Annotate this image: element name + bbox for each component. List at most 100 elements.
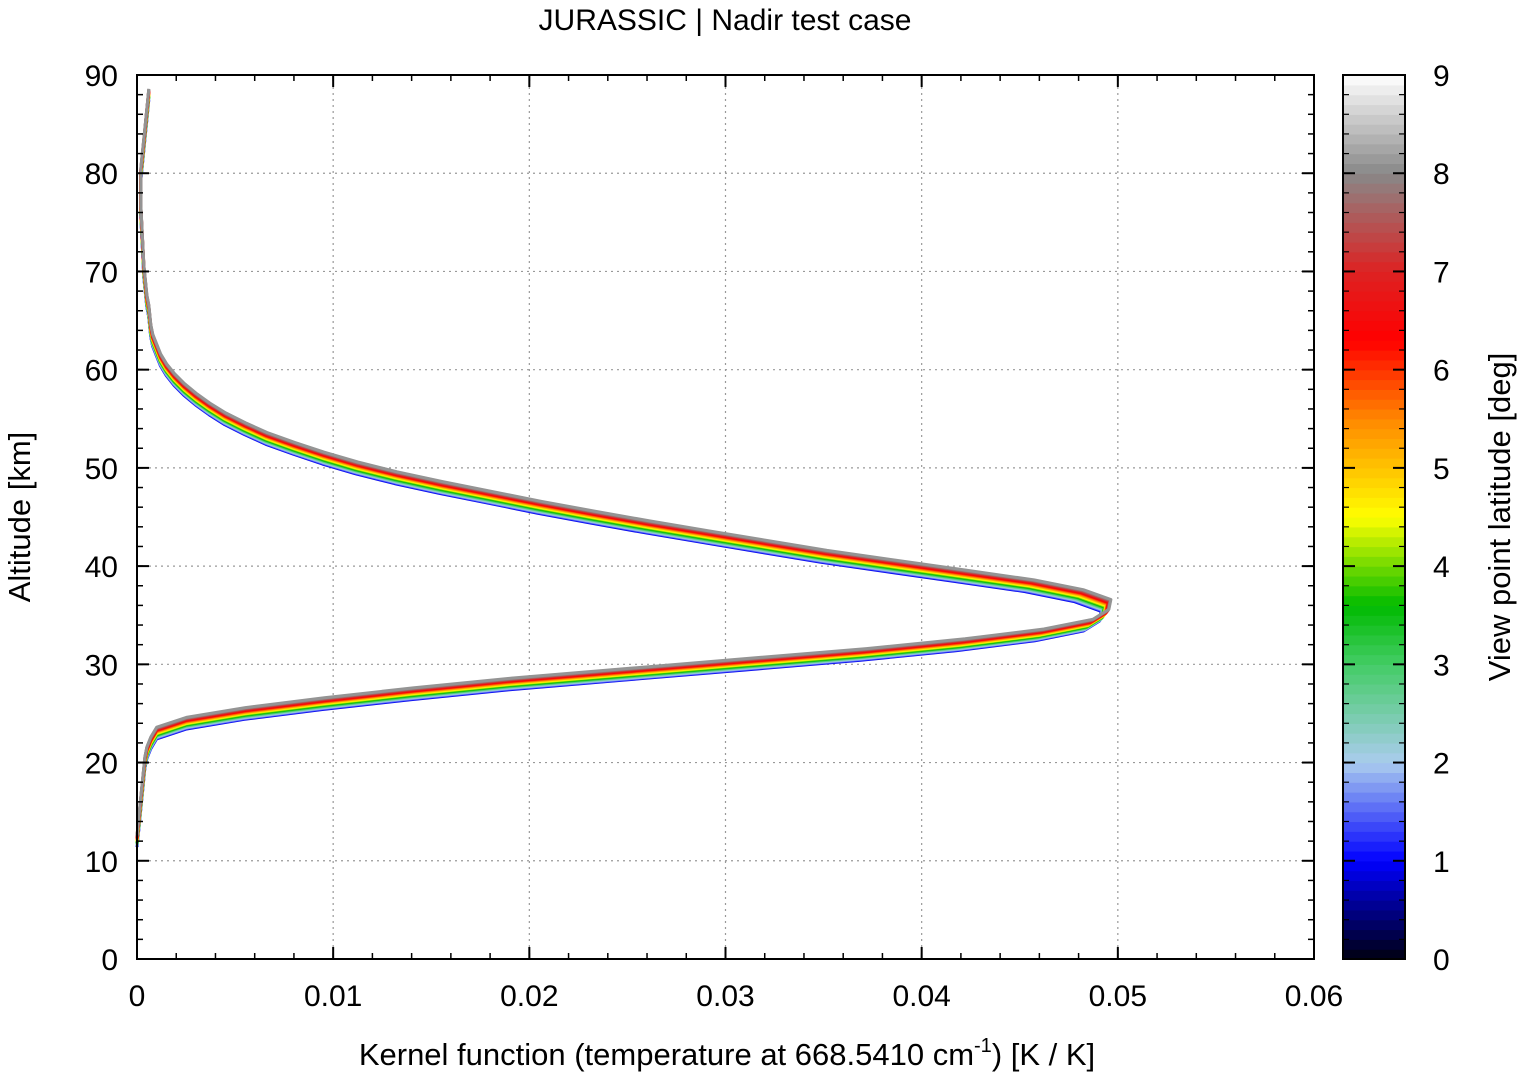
series-line — [135, 100, 1103, 848]
colorbar-band — [1343, 674, 1405, 685]
series-line — [135, 89, 1112, 837]
colorbar-band — [1343, 782, 1405, 793]
colorbar-band — [1343, 615, 1405, 626]
colorbar-band — [1343, 772, 1405, 783]
colorbar-label: View point latitude [deg] — [1482, 353, 1517, 682]
chart-title: JURASSIC | Nadir test case — [539, 4, 912, 37]
colorbar-band — [1343, 644, 1405, 656]
series-group — [135, 88, 1113, 848]
colorbar-frame — [1342, 74, 1406, 960]
colorbar-band — [1343, 379, 1405, 390]
x-tick-labels: 0 0.01 0.02 0.03 0.04 0.05 0.06 — [129, 980, 1344, 1013]
series-line — [135, 91, 1110, 839]
colorbar-band — [1343, 271, 1405, 282]
colorbar-band — [1343, 369, 1405, 381]
colorbar-band — [1343, 448, 1405, 459]
colorbar-band — [1343, 281, 1405, 292]
colorbar-band — [1343, 428, 1405, 440]
y-tick-label: 0 — [101, 944, 118, 977]
series-line — [135, 88, 1113, 836]
colorbar-band — [1343, 183, 1405, 194]
colorbar-band — [1343, 870, 1405, 882]
colorbar-band — [1343, 762, 1405, 773]
colorbar-band — [1343, 487, 1405, 498]
y-tick-label: 50 — [85, 453, 118, 486]
colorbar-band — [1343, 438, 1405, 449]
series-line — [135, 96, 1106, 844]
colorbar-band — [1343, 75, 1405, 86]
colorbar-ticks — [1343, 74, 1405, 960]
colorbar-band — [1343, 566, 1405, 577]
colorbar — [1343, 75, 1405, 960]
grid-lines — [137, 75, 1314, 959]
series-line — [135, 93, 1109, 841]
colorbar-band — [1343, 517, 1405, 528]
colorbar-band — [1343, 330, 1405, 341]
colorbar-band — [1343, 919, 1405, 931]
y-tick-label: 20 — [85, 748, 118, 781]
colorbar-band — [1343, 556, 1405, 567]
series-line — [135, 98, 1104, 846]
colorbar-band — [1343, 723, 1405, 734]
y-tick-label: 30 — [85, 649, 118, 682]
colorbar-band — [1343, 546, 1405, 557]
series-line — [135, 90, 1111, 838]
y-tick-label: 70 — [85, 256, 118, 289]
x-tick-label: 0.02 — [500, 980, 558, 1013]
colorbar-band — [1343, 909, 1405, 921]
colorbar-tick-label: 0 — [1433, 944, 1450, 977]
colorbar-band — [1343, 939, 1405, 950]
colorbar-band — [1343, 575, 1405, 587]
colorbar-band — [1343, 654, 1405, 665]
colorbar-band — [1343, 949, 1405, 960]
colorbar-band — [1343, 713, 1405, 724]
y-tick-label: 60 — [85, 355, 118, 388]
x-tick-label: 0.01 — [304, 980, 362, 1013]
colorbar-band — [1343, 821, 1405, 832]
colorbar-band — [1343, 173, 1405, 184]
y-tick-label: 40 — [85, 551, 118, 584]
series-line — [135, 90, 1112, 837]
colorbar-band — [1343, 526, 1405, 538]
colorbar-band — [1343, 222, 1405, 233]
series-line — [135, 99, 1104, 847]
colorbar-tick-label: 6 — [1433, 355, 1450, 388]
colorbar-band — [1343, 261, 1405, 273]
colorbar-band — [1343, 634, 1405, 646]
colorbar-band — [1343, 733, 1405, 744]
colorbar-tick-label: 3 — [1433, 649, 1450, 682]
series-line — [135, 92, 1110, 839]
colorbar-band — [1343, 350, 1405, 361]
colorbar-band — [1343, 104, 1405, 115]
colorbar-band — [1343, 742, 1405, 754]
axis-ticks — [136, 74, 1315, 960]
colorbar-band — [1343, 801, 1405, 813]
colorbar-band — [1343, 585, 1405, 597]
colorbar-tick-label: 1 — [1433, 846, 1450, 879]
colorbar-band — [1343, 212, 1405, 223]
colorbar-band — [1343, 477, 1405, 489]
colorbar-band — [1343, 232, 1405, 243]
colorbar-band — [1343, 929, 1405, 940]
colorbar-tick-label: 8 — [1433, 158, 1450, 191]
colorbar-band — [1343, 310, 1405, 322]
colorbar-band — [1343, 507, 1405, 518]
colorbar-band — [1343, 94, 1405, 106]
series-line — [135, 95, 1107, 843]
colorbar-tick-labels: 0 1 2 3 4 5 6 7 8 9 — [1433, 60, 1450, 977]
colorbar-band — [1343, 124, 1405, 135]
colorbar-band — [1343, 792, 1405, 803]
x-tick-label: 0 — [129, 980, 146, 1013]
series-line — [135, 99, 1104, 847]
colorbar-band — [1343, 291, 1405, 302]
y-tick-label: 10 — [85, 846, 118, 879]
colorbar-band — [1343, 625, 1405, 636]
colorbar-tick-label: 7 — [1433, 256, 1450, 289]
series-line — [135, 98, 1105, 846]
colorbar-band — [1343, 850, 1405, 862]
colorbar-band — [1343, 880, 1405, 891]
colorbar-band — [1343, 389, 1405, 400]
colorbar-band — [1343, 605, 1405, 616]
colorbar-band — [1343, 300, 1405, 312]
series-line — [135, 93, 1109, 840]
